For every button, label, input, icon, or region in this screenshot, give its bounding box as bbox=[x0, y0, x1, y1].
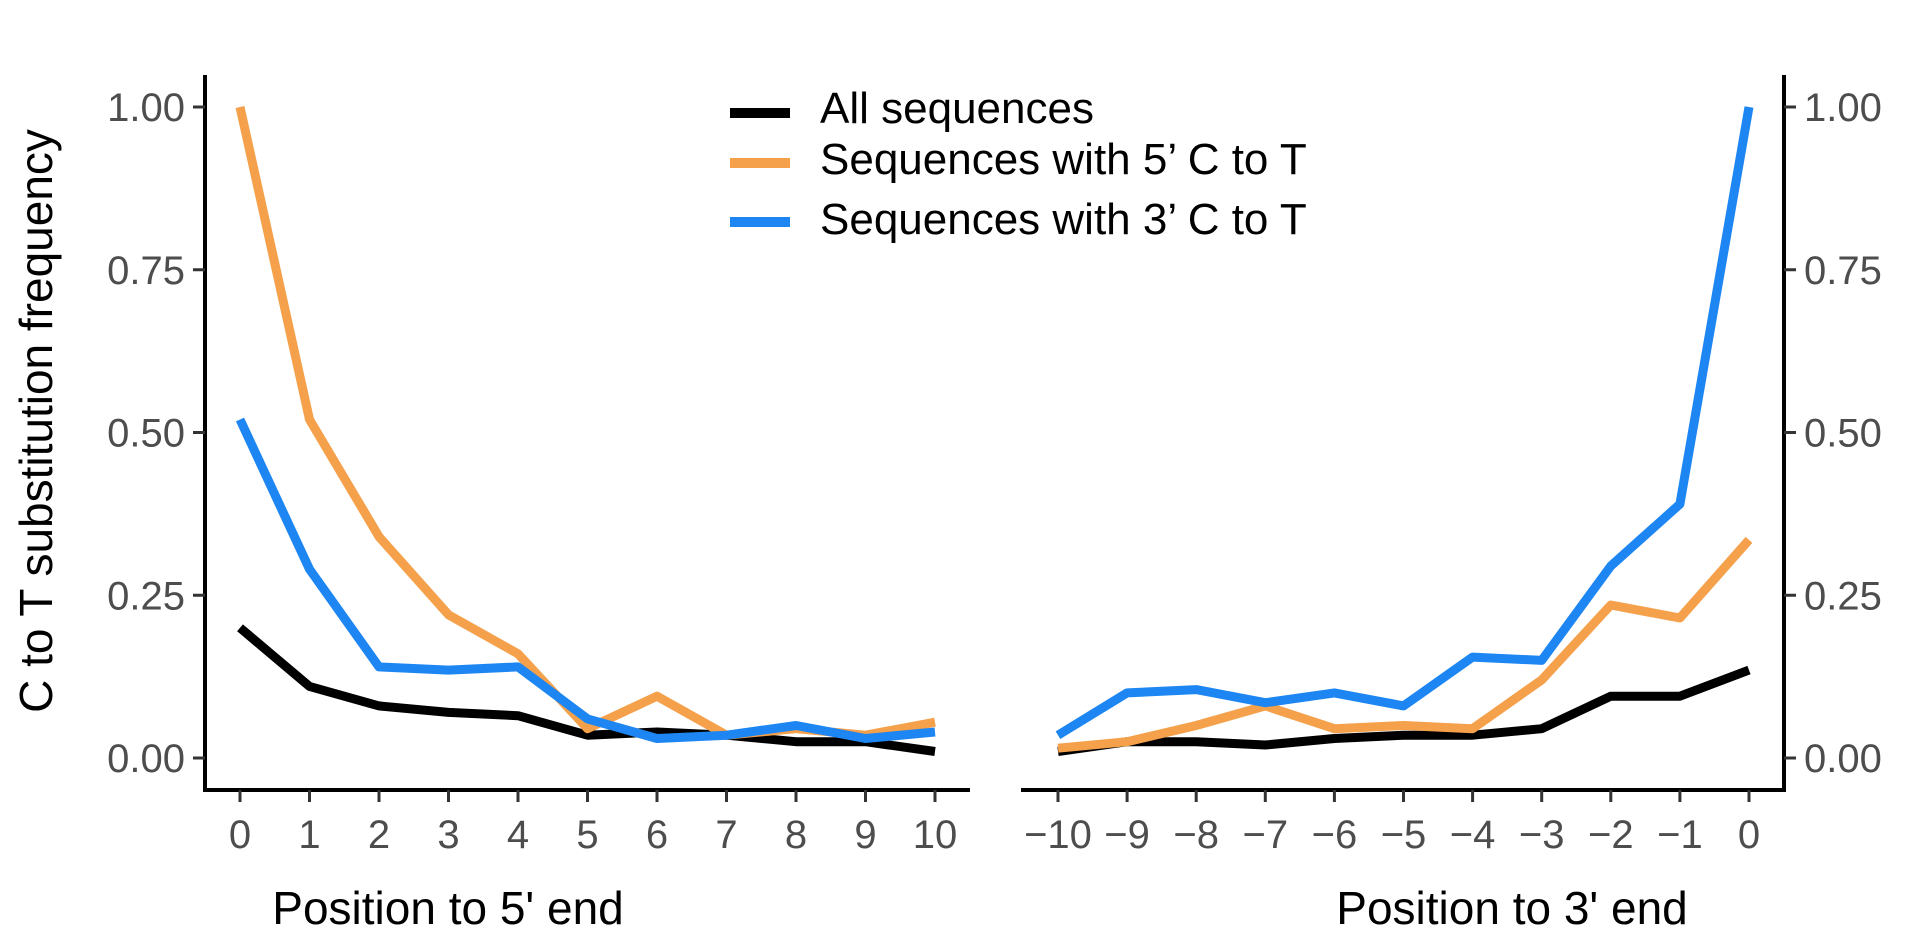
series-layer bbox=[235, 106, 1754, 756]
legend-label-all: All sequences bbox=[820, 84, 1094, 133]
y-axis-label: C to T substitution frequency bbox=[10, 129, 62, 713]
x-tick-label-left: 10 bbox=[913, 813, 958, 857]
x-tick-label-right: −3 bbox=[1519, 813, 1565, 857]
x-tick-label-right: −4 bbox=[1450, 813, 1496, 857]
y-tick-label-right: 0.50 bbox=[1804, 412, 1882, 456]
legend-label-5prime: Sequences with 5’ C to T bbox=[820, 135, 1307, 184]
series-line-left-2 bbox=[235, 417, 936, 743]
x-tick-label-right: −8 bbox=[1173, 813, 1219, 857]
y-tick-label-left: 0.75 bbox=[107, 249, 185, 293]
y-tick-label-left: 0.50 bbox=[107, 412, 185, 456]
x-tick-label-left: 8 bbox=[785, 813, 807, 857]
series-line-right-1 bbox=[1057, 536, 1753, 753]
y-tick-label-left: 0.25 bbox=[107, 574, 185, 618]
x-tick-label-left: 6 bbox=[646, 813, 668, 857]
x-tick-label-right: 0 bbox=[1738, 813, 1760, 857]
y-tick-label-right: 0.00 bbox=[1804, 737, 1882, 781]
x-tick-label-right: −6 bbox=[1312, 813, 1358, 857]
x-tick-label-right: −10 bbox=[1024, 813, 1092, 857]
series-line-right-2 bbox=[1055, 106, 1754, 740]
x-tick-label-right: −9 bbox=[1104, 813, 1150, 857]
y-tick-label-right: 0.25 bbox=[1804, 574, 1882, 618]
x-tick-label-left: 2 bbox=[368, 813, 390, 857]
x-tick-label-left: 1 bbox=[298, 813, 320, 857]
legend: All sequences Sequences with 5’ C to T S… bbox=[730, 84, 1307, 244]
x-tick-label-right: −5 bbox=[1381, 813, 1427, 857]
x-tick-label-left: 5 bbox=[576, 813, 598, 857]
x-tick-label-left: 0 bbox=[229, 813, 251, 857]
x-axis-label-left: Position to 5' end bbox=[272, 882, 623, 934]
axes bbox=[193, 75, 1796, 802]
series-line-right-0 bbox=[1057, 665, 1751, 756]
x-tick-label-right: −2 bbox=[1588, 813, 1634, 857]
y-tick-label-right: 1.00 bbox=[1804, 86, 1882, 130]
series-line-left-0 bbox=[237, 624, 936, 756]
x-tick-label-right: −1 bbox=[1657, 813, 1703, 857]
y-tick-label-left: 1.00 bbox=[107, 86, 185, 130]
x-tick-label-left: 3 bbox=[437, 813, 459, 857]
x-tick-label-left: 9 bbox=[854, 813, 876, 857]
y-tick-label-left: 0.00 bbox=[107, 737, 185, 781]
legend-label-3prime: Sequences with 3’ C to T bbox=[820, 195, 1307, 244]
x-tick-label-right: −7 bbox=[1242, 813, 1288, 857]
x-axis-label-right: Position to 3' end bbox=[1336, 882, 1687, 934]
y-tick-label-right: 0.75 bbox=[1804, 249, 1882, 293]
x-tick-label-left: 4 bbox=[507, 813, 529, 857]
ticks-layer: 0.00 0.25 0.50 0.75 1.00 0 1 2 3 4 5 6 7 8 9 10 0.00 0.25… bbox=[107, 86, 1882, 857]
x-tick-label-left: 7 bbox=[715, 813, 737, 857]
